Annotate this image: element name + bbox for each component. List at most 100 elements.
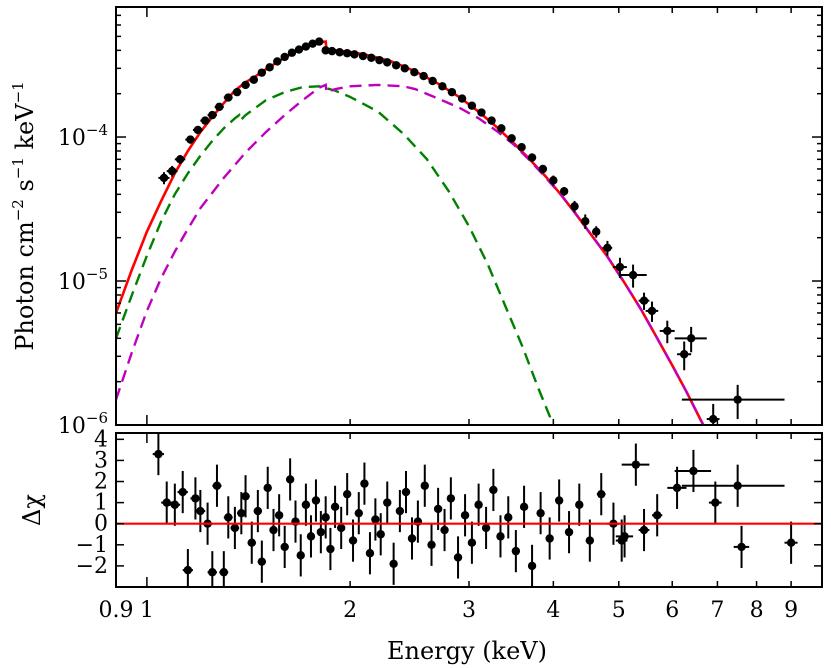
- spectrum-data-point: [507, 134, 516, 143]
- residual-data-point: [504, 496, 513, 539]
- spectrum-data-point: [517, 142, 526, 152]
- spectrum-data-point: [419, 71, 428, 81]
- spectrum-data-point: [410, 68, 419, 77]
- spectrum-data-point: [477, 108, 486, 117]
- spectrum-data-point: [447, 87, 457, 97]
- x-tick-label: 2: [343, 598, 357, 623]
- residual-data-point: [336, 506, 346, 550]
- spectrum-data-point: [294, 45, 304, 54]
- spectrum-data-point: [391, 61, 401, 70]
- residual-data-point: [296, 534, 305, 577]
- spectrum-data-point: [327, 46, 337, 56]
- residual-data-point: [585, 519, 595, 562]
- residual-data-point: [257, 540, 267, 583]
- residual-data-point: [615, 519, 628, 562]
- residual-data-point: [784, 521, 798, 564]
- residual-y-tick-label: 0: [94, 512, 108, 537]
- y-tick-label: 10−6: [58, 409, 108, 439]
- residual-data-point: [253, 489, 263, 533]
- spectrum-data-point: [200, 116, 210, 125]
- residual-y-tick-label: 2: [94, 470, 108, 495]
- spectrum-data-point: [549, 175, 558, 186]
- spectrum-data-point: [350, 50, 359, 59]
- spectrum-data-point: [257, 68, 267, 77]
- x-axis-label: Energy (keV): [387, 637, 547, 665]
- spectrum-data-point: [273, 57, 282, 66]
- residual-y-tick-label: 3: [94, 448, 108, 473]
- spectrum-data-point: [559, 186, 569, 196]
- model-curve-component1: [116, 85, 555, 425]
- residual-data-point: [241, 475, 250, 518]
- spectrum-data-point: [358, 51, 368, 61]
- y-axis-label: Photon cm−2 s−1 keV−1: [9, 81, 39, 350]
- x-tick-label: 9: [784, 598, 798, 623]
- residual-data-point: [621, 443, 650, 486]
- spectrum-data-point: [249, 75, 259, 84]
- residual-data-point: [496, 515, 505, 558]
- residual-data-point: [615, 515, 634, 558]
- residual-data-point: [161, 481, 173, 524]
- spectrum-data-point: [487, 116, 496, 125]
- residual-data-point: [321, 496, 330, 539]
- residual-data-point: [263, 466, 272, 509]
- residual-y-tick-label: 4: [94, 427, 108, 452]
- residual-y-tick-label: −1: [76, 533, 108, 558]
- residual-data-point: [182, 549, 193, 587]
- residual-data-point: [354, 492, 363, 535]
- residual-data-point: [446, 477, 456, 520]
- spectrum-data-point: [335, 48, 344, 57]
- spectrum-data-point: [383, 58, 392, 67]
- spectrum-data-point: [315, 37, 324, 46]
- residual-data-point: [330, 485, 340, 528]
- residual-data-point: [326, 527, 335, 571]
- spectrum-data-point: [280, 52, 289, 62]
- spectrum-data-point: [497, 124, 506, 133]
- spectrum-data-point: [674, 326, 707, 353]
- spectrum-data-point: [321, 46, 330, 55]
- residual-data-point: [269, 508, 278, 552]
- spectrum-data-point: [192, 125, 203, 135]
- spectrum-data-point: [287, 48, 297, 57]
- spectrum-data-point: [457, 94, 467, 103]
- spectrum-data-point: [174, 155, 186, 164]
- residual-data-point: [376, 513, 385, 556]
- residual-data-point: [301, 483, 311, 526]
- residual-data-point: [190, 477, 201, 520]
- spectrum-data-point: [681, 384, 785, 420]
- spectrum-data-point: [308, 39, 317, 48]
- residual-data-point: [564, 511, 574, 554]
- residual-plot-area: [152, 433, 798, 587]
- residual-data-point: [316, 511, 326, 554]
- spectrum-data-point: [265, 63, 274, 72]
- spectrum-data-point: [592, 226, 601, 238]
- residual-data-point: [481, 506, 491, 550]
- residual-data-point: [460, 494, 470, 537]
- residual-data-point: [195, 489, 206, 533]
- residual-data-point: [667, 466, 687, 509]
- spectrum-data-point: [438, 82, 447, 91]
- spectrum-data-point: [223, 93, 233, 102]
- residual-y-tick-label: −2: [76, 554, 108, 579]
- residual-y-axis-label: Δχ: [18, 494, 46, 526]
- residual-data-point: [311, 479, 321, 522]
- x-tick-label: 1: [140, 598, 154, 623]
- residual-data-point: [511, 530, 521, 573]
- residual-data-point: [152, 433, 164, 476]
- residual-data-point: [306, 515, 316, 558]
- spectrum-data-point: [158, 172, 170, 185]
- spectrum-data-point: [375, 55, 384, 65]
- residual-data-point: [389, 542, 398, 585]
- residual-data-point: [420, 464, 429, 507]
- spectrum-data-point: [538, 164, 548, 174]
- residual-data-point: [383, 481, 392, 524]
- residual-data-point: [230, 506, 240, 550]
- x-tick-label: 3: [462, 598, 476, 623]
- residual-data-point: [177, 470, 188, 514]
- spectrum-data-point: [645, 301, 659, 322]
- residual-data-point: [536, 492, 545, 535]
- spectrum-data-point: [581, 214, 590, 229]
- spectrum-data-point: [527, 153, 537, 163]
- spectrum-data-point: [214, 102, 224, 112]
